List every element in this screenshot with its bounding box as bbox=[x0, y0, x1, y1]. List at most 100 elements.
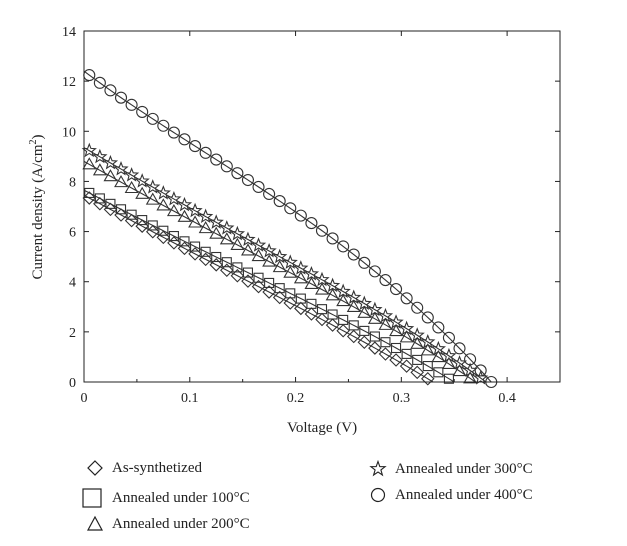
data-point-star bbox=[346, 289, 362, 304]
plot-frame bbox=[83, 30, 561, 383]
data-point-circle bbox=[284, 202, 297, 215]
x-tick-label: 0.4 bbox=[498, 391, 516, 406]
data-point-circle bbox=[241, 173, 255, 187]
data-point-circle bbox=[464, 353, 477, 366]
x-axis-label: Voltage (V) bbox=[287, 420, 357, 436]
fit-curves bbox=[83, 70, 492, 383]
data-point-star bbox=[208, 214, 224, 229]
data-point-triangle bbox=[304, 276, 319, 289]
data-point-star bbox=[123, 167, 140, 182]
data-point-circle bbox=[114, 91, 128, 104]
data-point-circle bbox=[125, 98, 138, 111]
data-point-triangle bbox=[378, 317, 393, 330]
data-point-star bbox=[356, 295, 372, 311]
data-point-square bbox=[242, 267, 254, 278]
data-point-triangle bbox=[156, 198, 171, 211]
data-point-star bbox=[473, 370, 489, 385]
legend-item-annealed-100: Annealed under 100°C bbox=[80, 487, 250, 509]
data-point-circle bbox=[294, 209, 307, 222]
data-point-triangle bbox=[103, 169, 118, 182]
data-point-diamond bbox=[294, 301, 308, 316]
data-point-circle bbox=[337, 240, 350, 253]
y-tick-label: 2 bbox=[69, 326, 76, 341]
x-tick-label: 0 bbox=[81, 391, 88, 406]
data-point-triangle bbox=[198, 221, 213, 234]
data-point-triangle bbox=[441, 356, 456, 370]
data-point-circle bbox=[263, 187, 276, 201]
x-tick-label: 0.3 bbox=[393, 391, 411, 406]
data-point-triangle bbox=[420, 343, 435, 356]
data-point-circle bbox=[199, 146, 212, 159]
data-point-triangle bbox=[135, 186, 150, 199]
data-point-diamond bbox=[378, 347, 393, 361]
data-point-star bbox=[113, 161, 129, 176]
x-tick-label: 0.1 bbox=[181, 391, 199, 406]
data-point-circle bbox=[93, 76, 106, 89]
data-point-square bbox=[190, 241, 201, 252]
data-point-circle bbox=[347, 248, 360, 261]
data-point-star bbox=[388, 314, 404, 329]
data-point-star bbox=[134, 173, 150, 188]
data-point-diamond bbox=[399, 359, 414, 373]
data-point-star bbox=[324, 277, 341, 293]
data-point-diamond bbox=[177, 241, 192, 256]
data-point-star bbox=[367, 301, 383, 317]
data-point-star bbox=[219, 220, 235, 235]
data-point-triangle bbox=[241, 243, 255, 256]
data-point-square bbox=[264, 277, 275, 288]
data-point-diamond bbox=[410, 365, 424, 380]
square-marker-icon bbox=[82, 488, 102, 508]
legend-label: Annealed under 200°C bbox=[112, 515, 250, 532]
data-point-star bbox=[250, 237, 267, 252]
data-point-star bbox=[293, 260, 309, 275]
y-axis-label: Current density (A/cm2) bbox=[28, 135, 46, 280]
fit-curve bbox=[83, 160, 476, 383]
data-point-square bbox=[147, 220, 158, 231]
data-point-square bbox=[221, 257, 232, 268]
data-point-circle bbox=[220, 160, 233, 173]
data-point-star bbox=[102, 154, 119, 170]
data-point-circle bbox=[326, 232, 339, 245]
data-point-circle bbox=[400, 292, 413, 305]
y-axis-label-close: ) bbox=[30, 135, 46, 140]
data-point-star bbox=[187, 202, 203, 218]
data-point-star bbox=[303, 265, 320, 281]
data-point-diamond bbox=[346, 329, 361, 344]
data-point-square bbox=[401, 348, 412, 359]
y-tick-label: 10 bbox=[62, 125, 76, 140]
data-point-triangle bbox=[389, 323, 403, 337]
data-point-circle bbox=[305, 217, 318, 230]
data-point-diamond bbox=[272, 290, 287, 305]
y-tick-label: 6 bbox=[69, 226, 76, 241]
data-point-circle bbox=[432, 321, 445, 334]
legend-item-as-synthetized: As-synthetized bbox=[86, 459, 202, 477]
y-tick-label: 14 bbox=[62, 25, 76, 40]
data-point-square bbox=[412, 354, 423, 365]
series-markers bbox=[82, 157, 478, 384]
data-point-star bbox=[430, 340, 446, 356]
data-point-square bbox=[94, 193, 105, 204]
data-point-square bbox=[359, 325, 370, 336]
fit-curve bbox=[83, 70, 492, 383]
data-point-triangle bbox=[367, 311, 382, 324]
data-point-star bbox=[261, 242, 277, 258]
data-point-square bbox=[253, 272, 264, 283]
axes: 0 0.1 0.2 0.3 0.4 0 2 4 6 8 10 12 14 bbox=[62, 25, 561, 406]
data-point-square bbox=[158, 225, 169, 236]
data-point-triangle bbox=[346, 299, 361, 312]
data-point-square bbox=[168, 230, 179, 242]
data-point-circle bbox=[442, 331, 455, 344]
data-point-star bbox=[398, 320, 415, 336]
data-point-star bbox=[155, 185, 171, 200]
data-point-circle bbox=[210, 153, 223, 166]
data-point-circle bbox=[167, 126, 180, 139]
data-point-triangle bbox=[410, 336, 425, 349]
data-point-circle bbox=[104, 84, 117, 97]
data-point-star bbox=[272, 248, 288, 264]
data-point-star bbox=[420, 333, 436, 349]
data-point-triangle bbox=[399, 330, 414, 343]
data-point-square bbox=[285, 288, 296, 299]
data-point-circle bbox=[453, 342, 466, 355]
data-point-diamond bbox=[368, 341, 382, 355]
